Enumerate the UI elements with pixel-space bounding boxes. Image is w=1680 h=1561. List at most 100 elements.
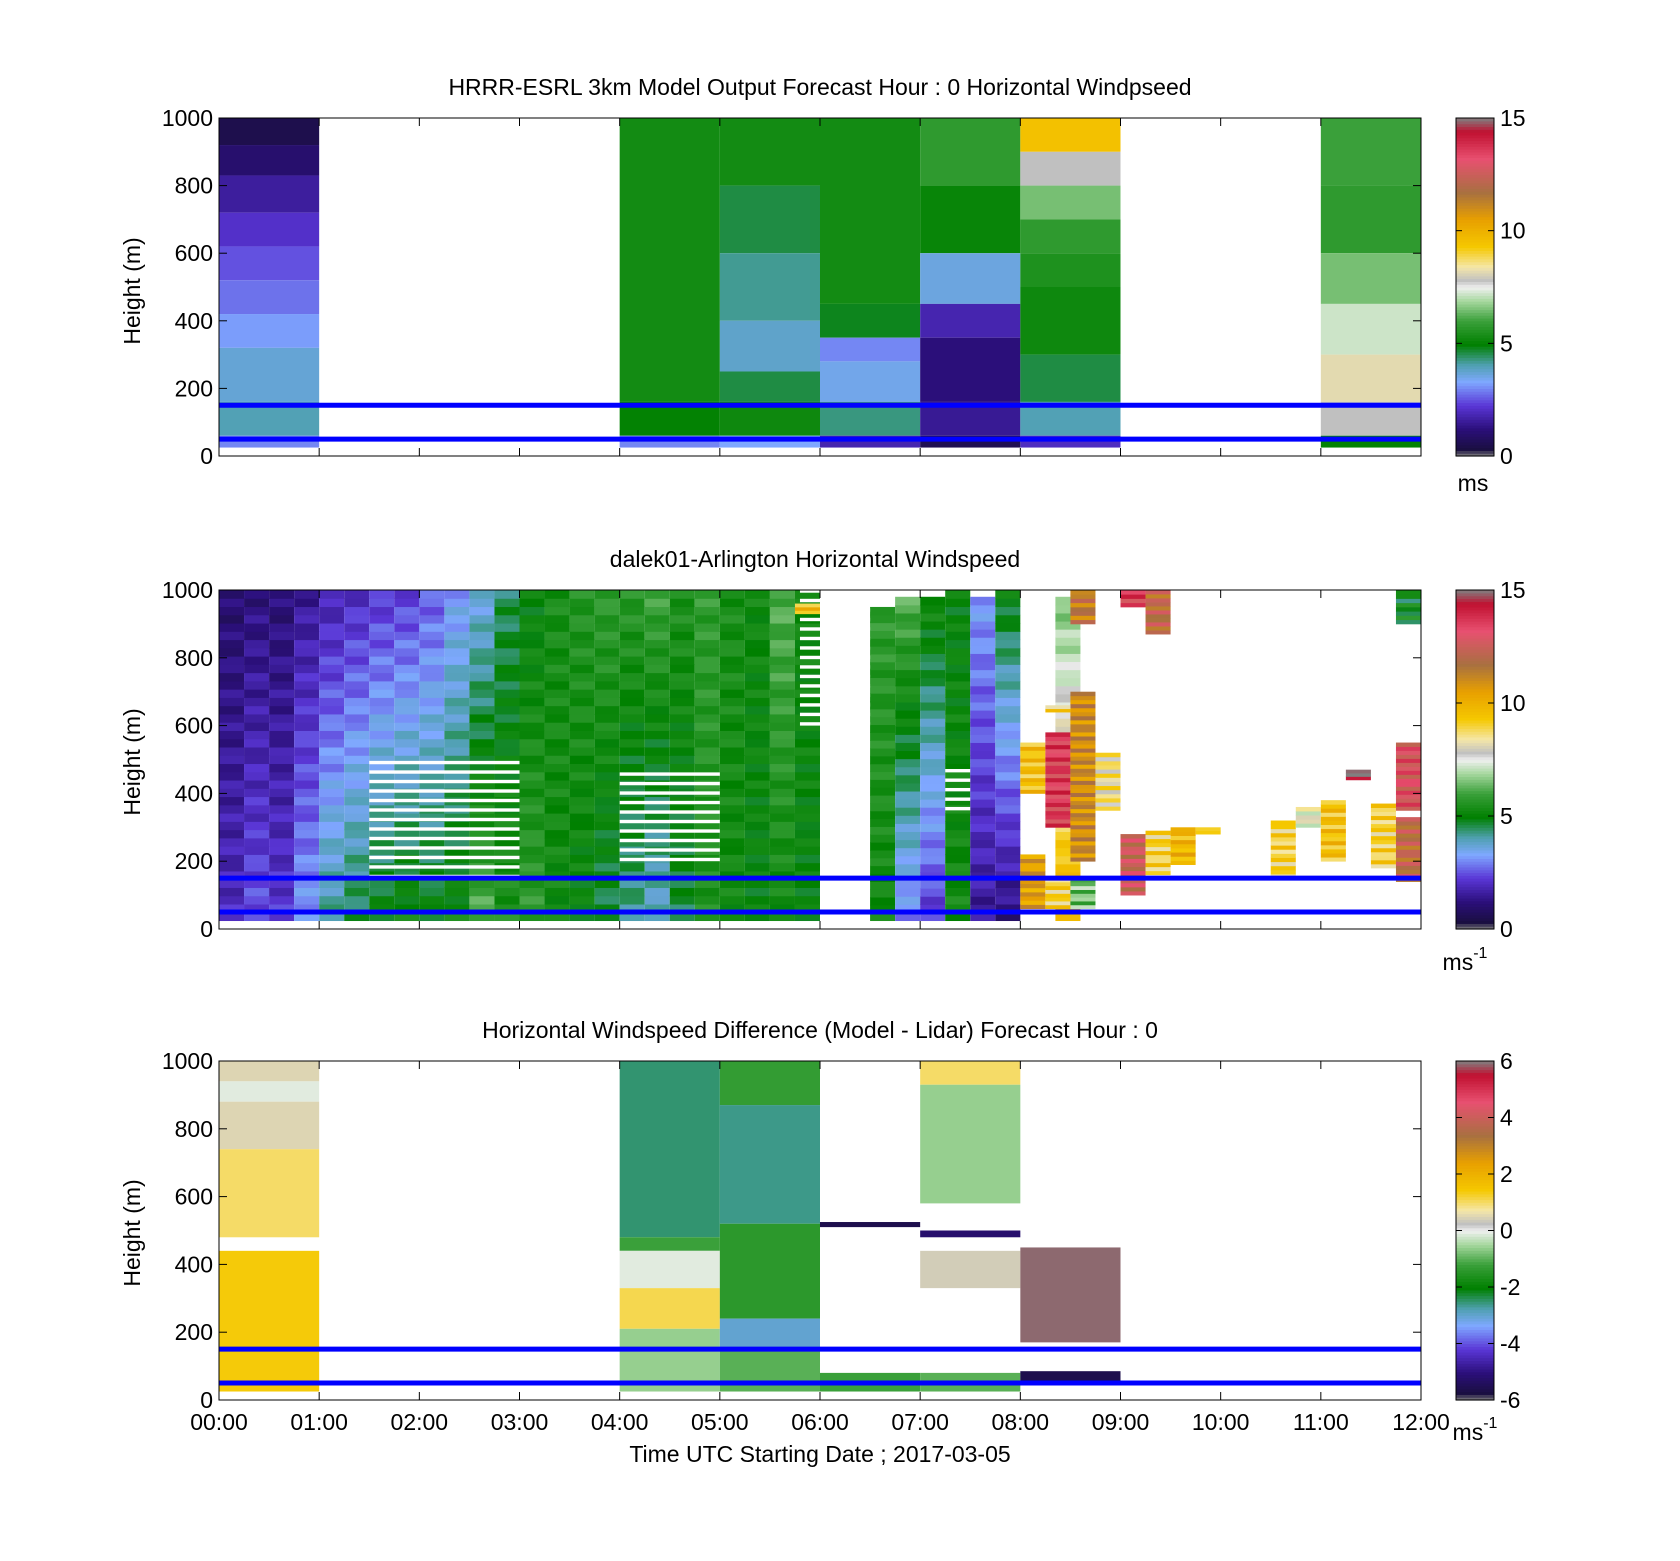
heatmap-cell [1120,850,1146,855]
colorbar-swatch [1456,1222,1494,1226]
heatmap-cell [444,763,470,773]
heatmap-cell [444,780,470,789]
heatmap-cell [519,854,545,864]
heatmap-cell [995,656,1021,665]
heatmap-cell [294,713,320,723]
colorbar-swatch [1456,640,1494,645]
heatmap-cell [1020,879,1046,885]
heatmap-cell [219,598,245,608]
heatmap-cell [244,846,270,855]
heatmap-cell [920,726,946,735]
heatmap-cell [244,631,270,641]
heatmap-cell [269,912,295,922]
heatmap-cell [995,862,1021,872]
heatmap-cell [719,672,745,682]
heatmap-cell [319,689,345,698]
heatmap-cell [769,771,795,781]
missing-data-cell [369,846,520,850]
heatmap-cell [1095,773,1121,778]
heatmap-cell [1120,842,1146,847]
heatmap-cell [1395,849,1421,854]
heatmap-cell [244,730,270,740]
heatmap-cell [469,722,495,731]
heatmap-cell [895,888,921,897]
heatmap-cell [744,664,770,674]
heatmap-cell [794,746,820,756]
heatmap-cell [369,837,395,847]
heatmap-cell [744,788,770,798]
heatmap-cell [719,320,820,372]
heatmap-cell [694,912,720,922]
heatmap-cell [569,846,595,855]
heatmap-cell [1145,614,1171,619]
heatmap-cell [1070,611,1096,616]
heatmap-cell [1395,869,1421,874]
missing-data-cell [799,684,871,688]
heatmap-cell [920,612,946,622]
heatmap-cell [569,639,595,649]
heatmap-cell [544,730,570,740]
heatmap-cell [519,862,545,872]
colorbar-swatch [1456,447,1494,451]
heatmap-cell [269,722,295,731]
heatmap-cell [719,713,745,723]
heatmap-cell [294,606,320,616]
heatmap-cell [544,879,570,888]
missing-data-cell [369,808,520,812]
heatmap-cell [719,371,820,402]
x-tick-label: 11:00 [1293,1409,1349,1435]
colorbar-swatch [1456,917,1494,922]
heatmap-cell [1070,796,1096,802]
heatmap-cell [920,904,946,913]
heatmap-cell [644,705,670,715]
heatmap-cell [394,689,420,698]
heatmap-cell [569,672,595,682]
x-tick-label: 05:00 [691,1409,749,1435]
panel-difference-colorbar-unit-base: ms [1453,1419,1484,1445]
heatmap-cell [970,685,996,695]
panel-lidar-x-ticks [218,590,1422,929]
heatmap-cell [920,1250,1021,1289]
heatmap-cell [794,895,820,905]
colorbar-swatch [1456,148,1494,153]
heatmap-cell [394,887,420,897]
heatmap-cell [394,821,420,831]
heatmap-cell [569,689,595,698]
heatmap-cell [644,614,670,624]
heatmap-cell [244,813,270,822]
heatmap-cell [1020,287,1121,355]
colorbar-swatch [1456,926,1494,930]
heatmap-cell [269,804,295,814]
heatmap-cell [945,705,971,715]
heatmap-cell [1145,618,1171,623]
heatmap-cell [469,887,495,897]
heatmap-cell [694,697,720,707]
heatmap-cell [1270,820,1296,826]
heatmap-cell [569,705,595,715]
heatmap-cell [970,815,996,824]
colorbar-swatch [1456,402,1494,406]
heatmap-cell [544,746,570,756]
colorbar-swatch [1456,1289,1494,1294]
heatmap-cell [444,771,470,781]
colorbar-swatch [1456,416,1494,420]
colorbar-swatch [1456,194,1494,198]
heatmap-cell [920,621,946,630]
heatmap-cell [394,829,420,839]
colorbar-swatch [1456,129,1494,133]
colorbar-swatch [1456,284,1494,288]
heatmap-cell [444,631,470,641]
missing-data-cell [945,768,971,773]
heatmap-cell [870,755,896,765]
colorbar-swatch [1456,1385,1494,1390]
heatmap-cell [269,606,295,616]
heatmap-cell [970,750,996,760]
heatmap-cell [519,614,545,624]
heatmap-cell [269,639,295,649]
heatmap-cell [1070,808,1096,814]
heatmap-cell [719,656,745,665]
missing-data-cell [799,712,871,717]
colorbar-swatch [1456,205,1494,209]
heatmap-cell [870,646,896,655]
heatmap-cell [619,722,645,731]
